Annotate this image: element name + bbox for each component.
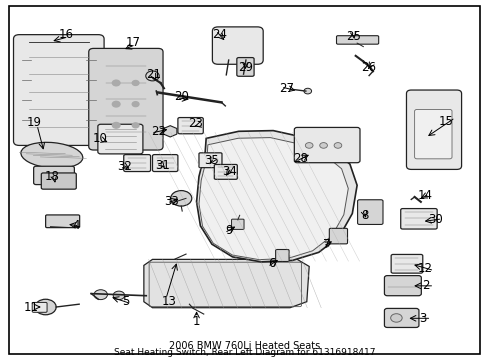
Text: 14: 14 — [417, 189, 432, 202]
Polygon shape — [143, 259, 308, 308]
Text: 33: 33 — [164, 195, 179, 208]
Circle shape — [35, 299, 56, 315]
FancyBboxPatch shape — [212, 27, 263, 64]
Text: 4: 4 — [72, 219, 80, 231]
Text: 30: 30 — [427, 213, 442, 226]
Text: 2006 BMW 760Li Heated Seats: 2006 BMW 760Li Heated Seats — [168, 341, 320, 351]
FancyBboxPatch shape — [89, 48, 163, 150]
Ellipse shape — [21, 142, 82, 168]
FancyBboxPatch shape — [406, 90, 461, 170]
Circle shape — [319, 143, 327, 148]
FancyBboxPatch shape — [328, 228, 347, 244]
FancyBboxPatch shape — [390, 255, 422, 273]
Text: 3: 3 — [418, 312, 426, 325]
Circle shape — [112, 122, 120, 128]
Text: 16: 16 — [59, 28, 74, 41]
Text: 25: 25 — [346, 30, 361, 42]
Text: 22: 22 — [150, 125, 165, 138]
FancyBboxPatch shape — [214, 165, 237, 179]
FancyBboxPatch shape — [400, 208, 436, 229]
FancyBboxPatch shape — [123, 154, 150, 171]
FancyBboxPatch shape — [231, 219, 244, 229]
Polygon shape — [199, 138, 347, 260]
Text: 9: 9 — [225, 224, 232, 237]
Circle shape — [304, 88, 311, 94]
Text: 26: 26 — [361, 61, 376, 74]
Text: 13: 13 — [161, 295, 176, 308]
Circle shape — [94, 290, 107, 300]
Text: 24: 24 — [212, 28, 226, 41]
FancyBboxPatch shape — [34, 166, 74, 185]
Text: 11: 11 — [24, 301, 39, 314]
Text: 20: 20 — [173, 90, 188, 103]
Text: 21: 21 — [145, 68, 161, 81]
Circle shape — [305, 143, 312, 148]
FancyBboxPatch shape — [98, 124, 142, 154]
Circle shape — [132, 123, 139, 128]
Circle shape — [112, 80, 120, 86]
Text: 29: 29 — [238, 60, 252, 73]
Text: 15: 15 — [437, 115, 452, 128]
FancyBboxPatch shape — [32, 302, 47, 312]
Text: 8: 8 — [361, 209, 368, 222]
Circle shape — [333, 143, 341, 148]
FancyBboxPatch shape — [14, 35, 104, 145]
Text: 17: 17 — [125, 36, 141, 49]
Text: 23: 23 — [188, 117, 203, 130]
FancyBboxPatch shape — [414, 109, 451, 159]
FancyBboxPatch shape — [294, 127, 359, 163]
Text: 35: 35 — [204, 154, 219, 167]
Text: 6: 6 — [268, 257, 276, 270]
Text: 34: 34 — [221, 165, 236, 178]
FancyBboxPatch shape — [41, 173, 76, 189]
Text: 10: 10 — [92, 132, 107, 145]
FancyBboxPatch shape — [45, 215, 80, 228]
FancyBboxPatch shape — [384, 309, 418, 328]
Polygon shape — [196, 131, 356, 262]
FancyBboxPatch shape — [384, 276, 421, 296]
Circle shape — [170, 190, 191, 206]
Text: 32: 32 — [117, 160, 132, 173]
Text: 28: 28 — [293, 152, 308, 165]
Text: 18: 18 — [44, 170, 59, 183]
FancyBboxPatch shape — [152, 154, 178, 171]
Text: 27: 27 — [279, 82, 294, 95]
Text: 19: 19 — [27, 116, 42, 129]
FancyBboxPatch shape — [199, 153, 222, 168]
Text: 2: 2 — [421, 279, 428, 292]
Circle shape — [390, 314, 401, 322]
Polygon shape — [163, 126, 177, 137]
Circle shape — [132, 81, 139, 85]
Text: 12: 12 — [417, 262, 432, 275]
FancyBboxPatch shape — [357, 200, 382, 224]
FancyBboxPatch shape — [236, 58, 254, 76]
Circle shape — [132, 102, 139, 107]
Text: 31: 31 — [155, 159, 170, 172]
Text: Seat Heating Switch, Rear Left Diagram for 61316918417: Seat Heating Switch, Rear Left Diagram f… — [114, 348, 374, 357]
FancyBboxPatch shape — [336, 36, 378, 44]
Circle shape — [112, 101, 120, 107]
Circle shape — [145, 71, 159, 81]
FancyBboxPatch shape — [178, 118, 203, 134]
Circle shape — [113, 291, 124, 300]
Text: 1: 1 — [192, 315, 200, 328]
FancyBboxPatch shape — [275, 249, 288, 261]
Text: 7: 7 — [323, 238, 330, 251]
Text: 5: 5 — [122, 295, 129, 308]
